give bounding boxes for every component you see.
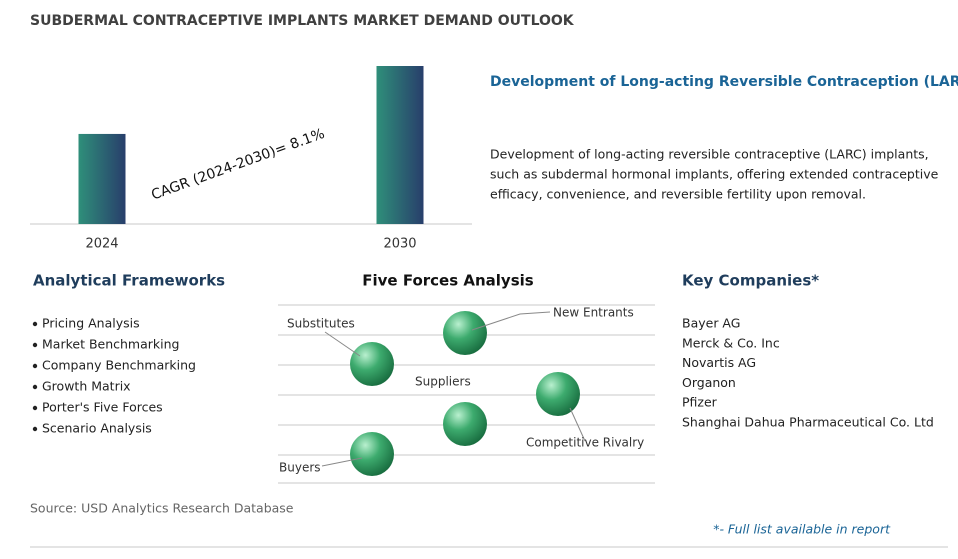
force-sphere [536, 372, 580, 416]
bullet [32, 384, 38, 390]
company-item: Organon [682, 375, 736, 390]
company-item: Merck & Co. Inc [682, 335, 780, 350]
framework-item: Growth Matrix [42, 379, 131, 394]
force-label: Suppliers [415, 375, 471, 389]
highlight-line: such as subdermal hormonal implants, off… [490, 167, 939, 182]
footnote: *- Full list available in report [713, 522, 891, 537]
force-sphere [350, 432, 394, 476]
framework-item: Porter's Five Forces [42, 400, 163, 415]
force-label: Substitutes [287, 317, 355, 331]
force-sphere [443, 402, 487, 446]
bullet [32, 363, 38, 369]
leader-line [569, 407, 586, 442]
cagr-annotation: CAGR (2024-2030)= 8.1% [149, 126, 327, 204]
company-item: Bayer AG [682, 316, 740, 331]
source: Source: USD Analytics Research Database [30, 501, 294, 516]
companies-title: Key Companies* [682, 272, 819, 290]
highlight-title: Development of Long-acting Reversible Co… [490, 74, 958, 90]
frameworks-title: Analytical Frameworks [33, 272, 225, 290]
bar [376, 66, 424, 224]
x-tick-label: 2030 [383, 237, 416, 252]
framework-item: Scenario Analysis [42, 421, 152, 436]
force-label: Competitive Rivalry [526, 436, 644, 450]
force-label: Buyers [279, 461, 321, 475]
company-item: Pfizer [682, 395, 718, 410]
company-item: Shanghai Dahua Pharmaceutical Co. Ltd [682, 415, 934, 430]
x-tick-label: 2024 [85, 237, 118, 252]
leader-line [321, 457, 363, 467]
bar [78, 133, 126, 224]
framework-item: Pricing Analysis [42, 316, 140, 331]
framework-item: Company Benchmarking [42, 358, 196, 373]
force-sphere [443, 311, 487, 355]
leader-line [324, 331, 361, 357]
force-sphere [350, 342, 394, 386]
highlight-line: efficacy, convenience, and reversible fe… [490, 187, 866, 202]
five-forces-title: Five Forces Analysis [362, 272, 534, 290]
bullet [32, 321, 38, 327]
bullet [32, 405, 38, 411]
page-title: SUBDERMAL CONTRACEPTIVE IMPLANTS MARKET … [30, 13, 575, 29]
framework-item: Market Benchmarking [42, 337, 179, 352]
force-label: New Entrants [553, 306, 634, 320]
bullet [32, 426, 38, 432]
company-item: Novartis AG [682, 355, 756, 370]
leader-line [471, 311, 551, 331]
highlight-line: Development of long-acting reversible co… [490, 147, 929, 162]
bullet [32, 342, 38, 348]
